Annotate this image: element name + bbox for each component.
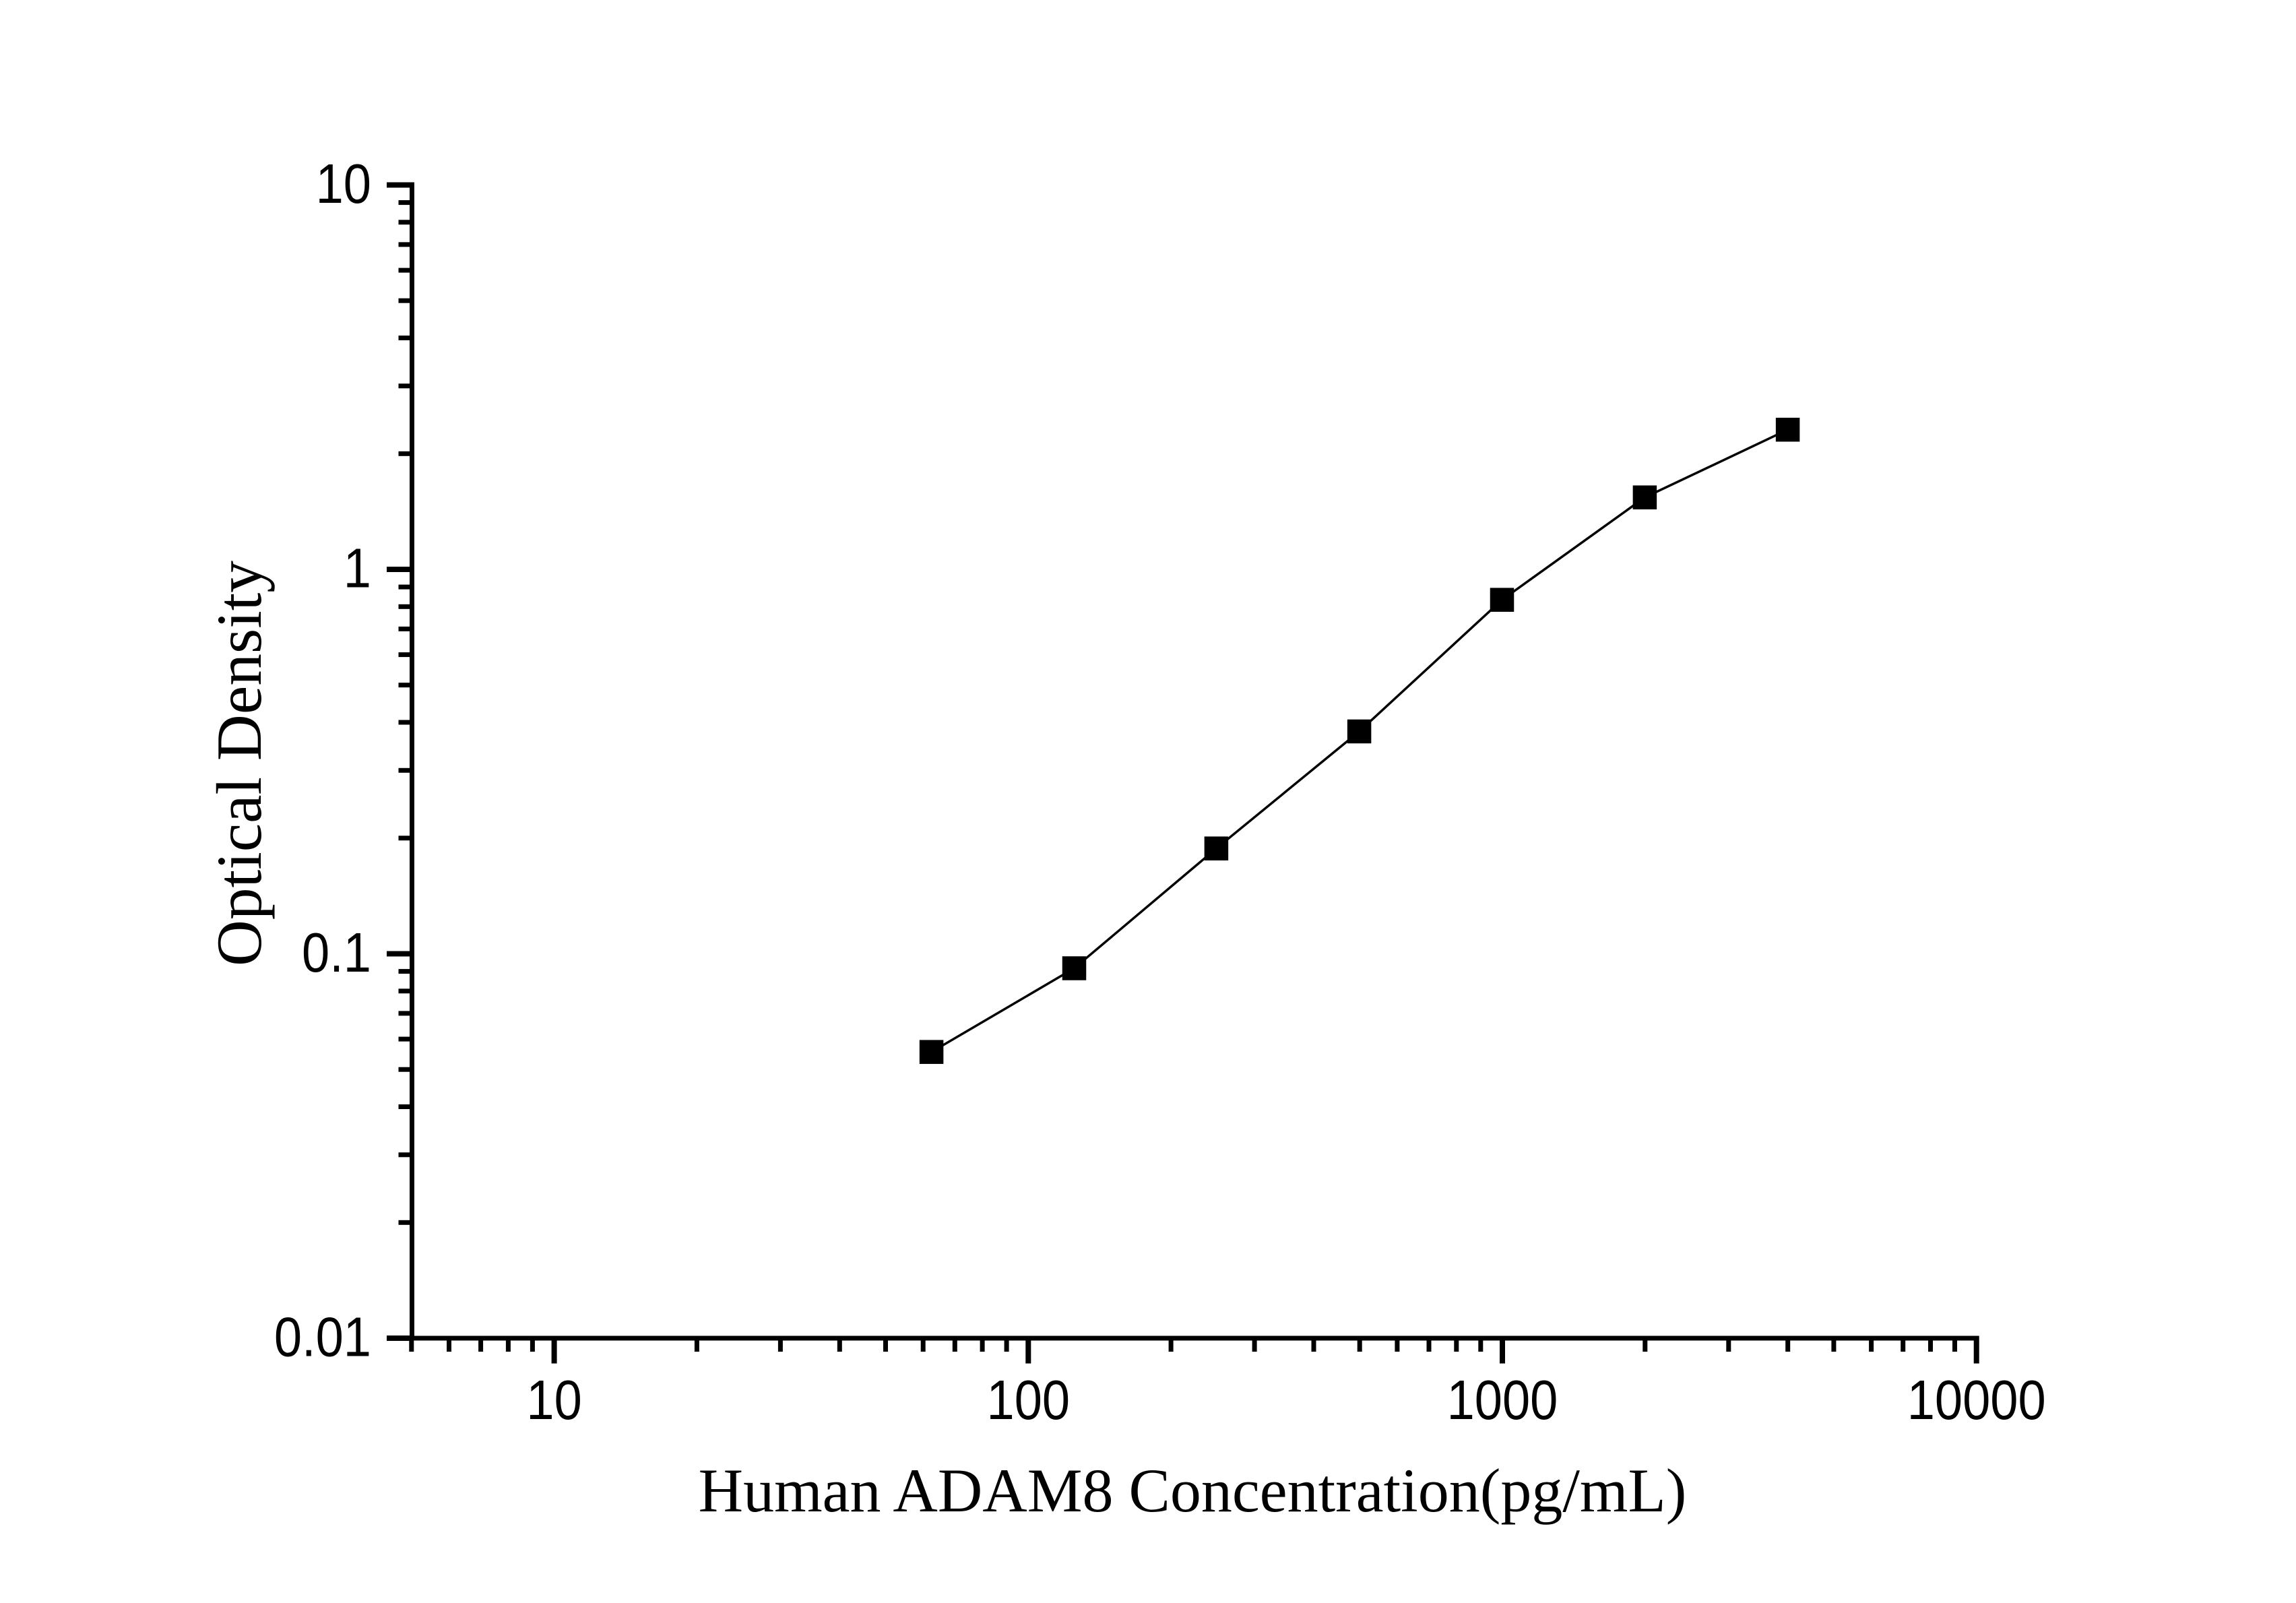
svg-text:10: 10: [526, 1369, 581, 1431]
svg-text:Human ADAM8 Concentration(pg/m: Human ADAM8 Concentration(pg/mL): [699, 1456, 1687, 1525]
svg-text:10000: 10000: [1907, 1369, 2046, 1431]
svg-text:100: 100: [987, 1369, 1071, 1431]
svg-text:10: 10: [316, 152, 371, 215]
svg-text:0.01: 0.01: [274, 1306, 371, 1369]
svg-text:1: 1: [344, 537, 371, 600]
svg-text:Optical Density: Optical Density: [203, 561, 275, 966]
svg-text:0.1: 0.1: [302, 921, 371, 984]
svg-text:1000: 1000: [1447, 1369, 1558, 1431]
